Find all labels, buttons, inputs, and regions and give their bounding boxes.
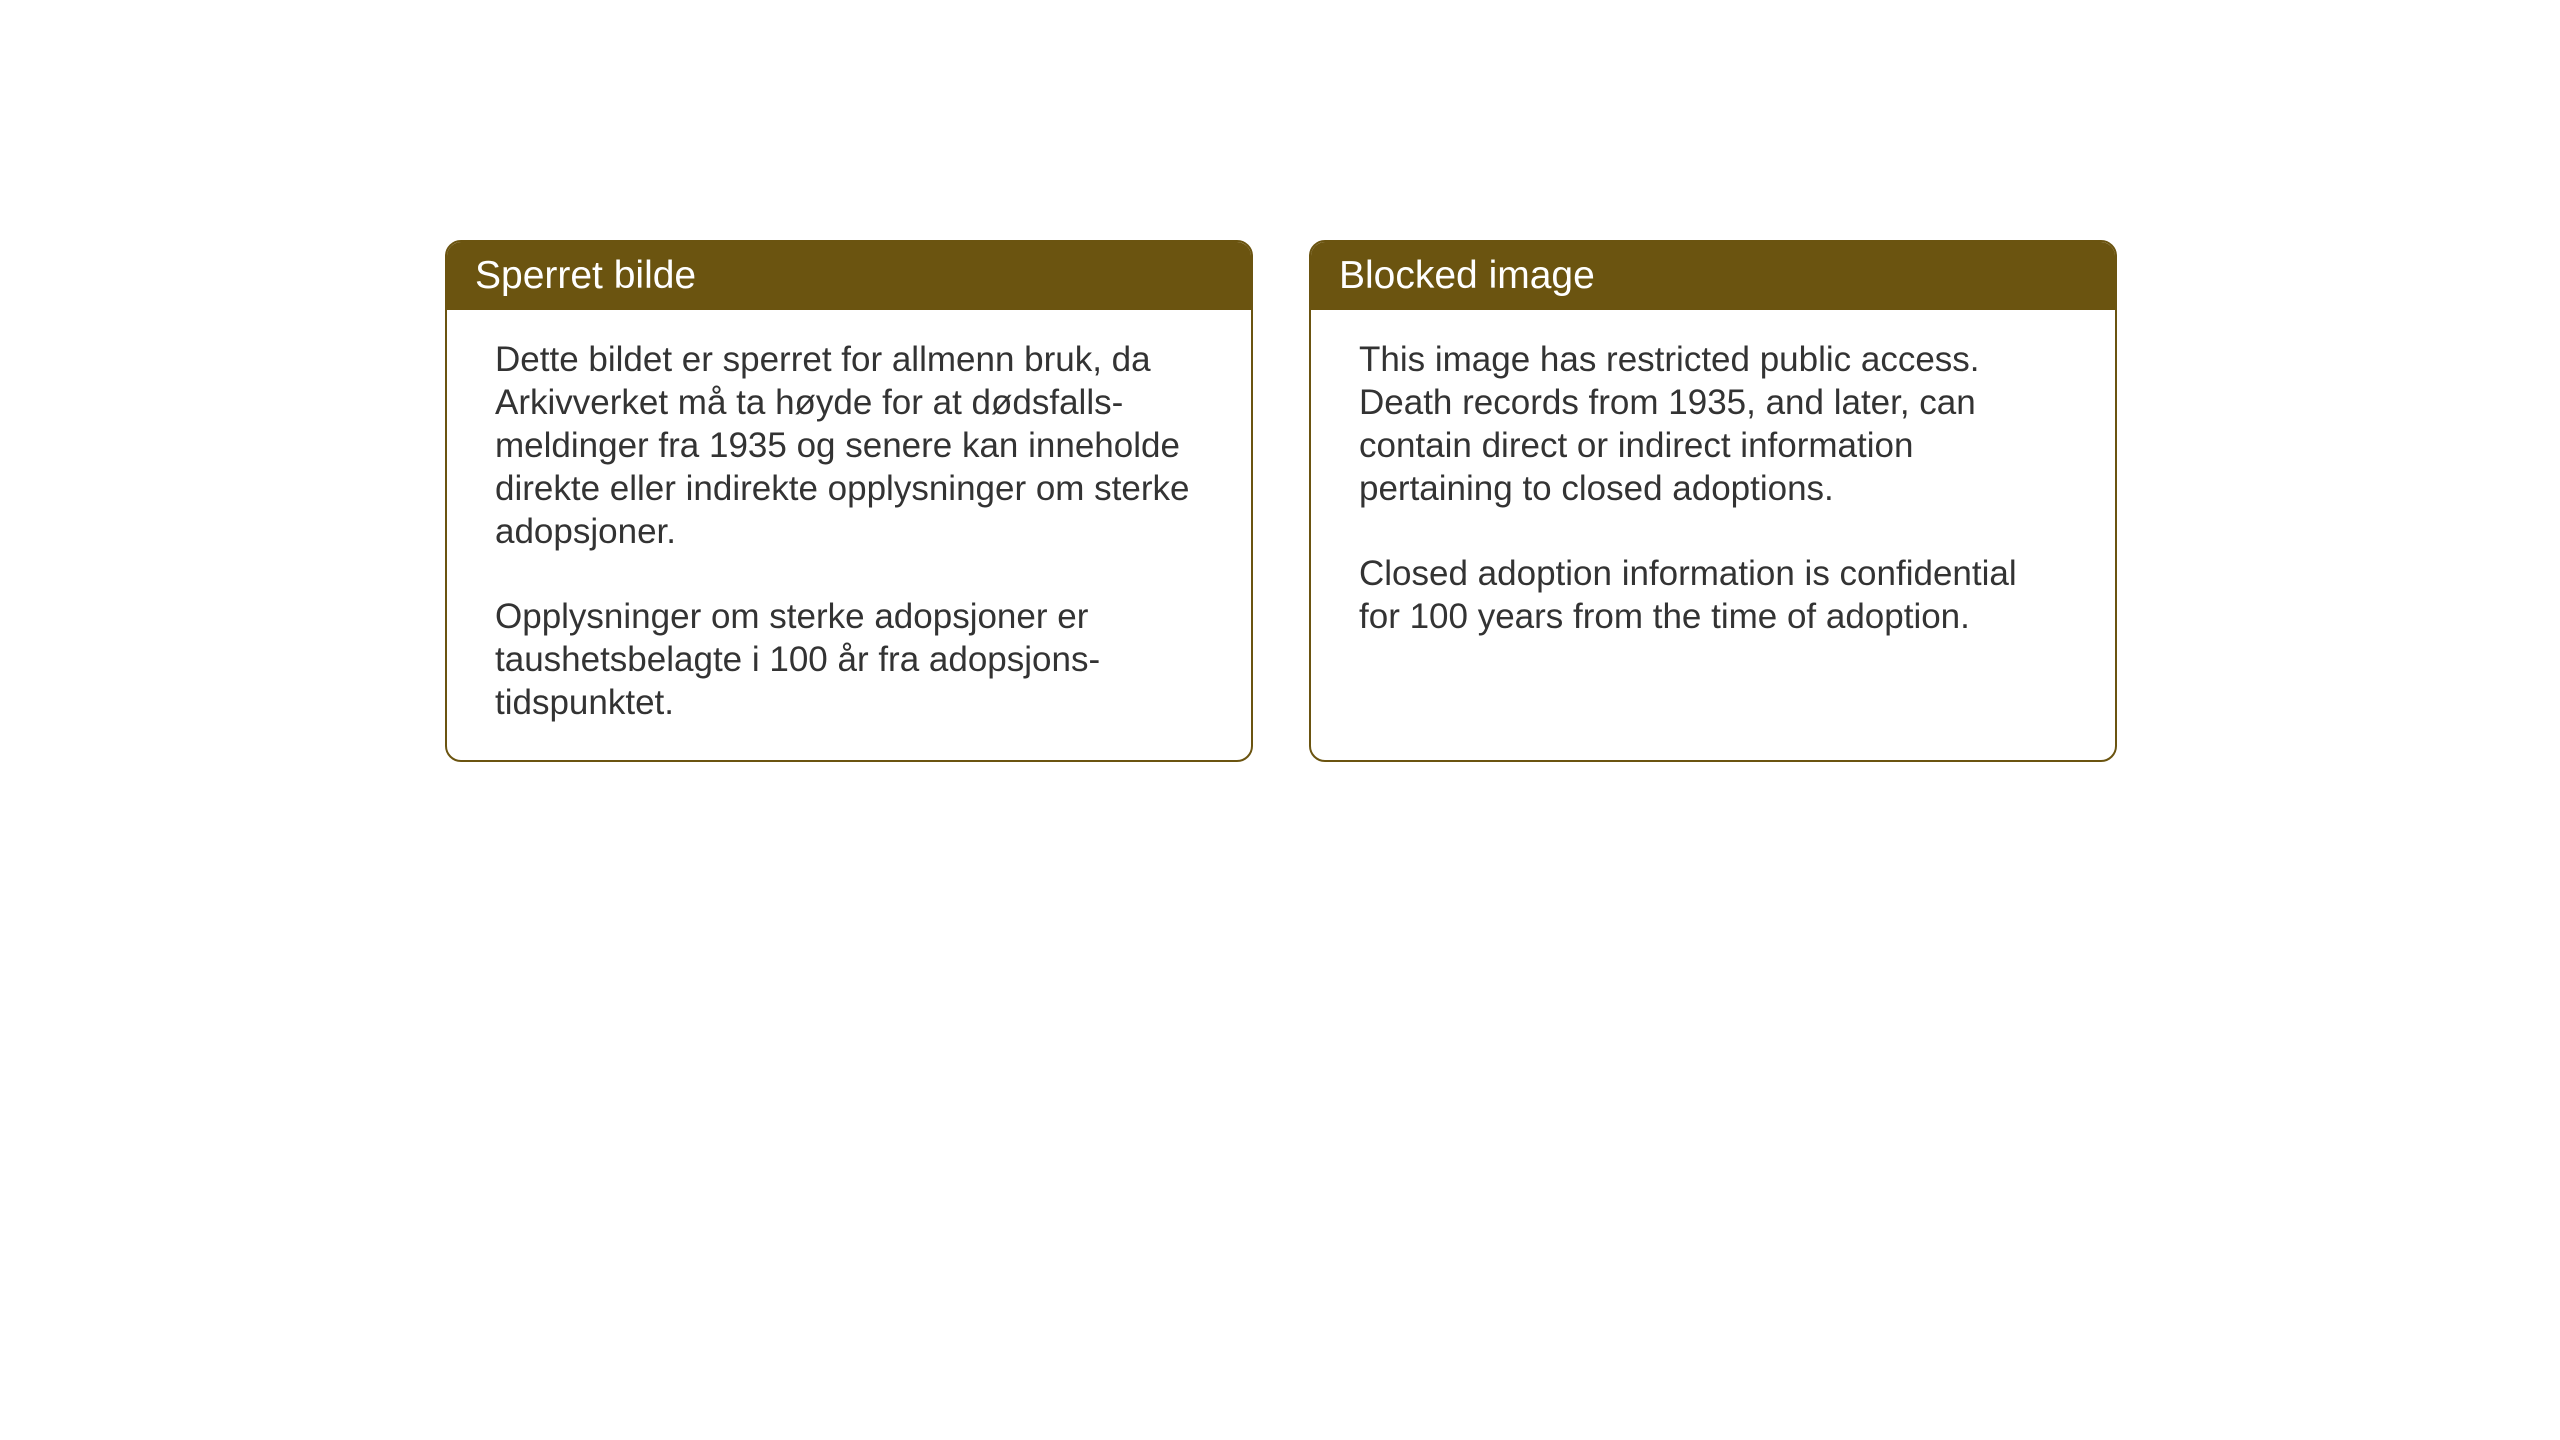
notice-paragraph-1-english: This image has restricted public access.… xyxy=(1359,338,2067,510)
notice-container: Sperret bilde Dette bildet er sperret fo… xyxy=(445,240,2117,762)
notice-body-english: This image has restricted public access.… xyxy=(1311,310,2115,674)
notice-header-norwegian: Sperret bilde xyxy=(447,242,1251,310)
notice-card-english: Blocked image This image has restricted … xyxy=(1309,240,2117,762)
notice-paragraph-2-english: Closed adoption information is confident… xyxy=(1359,552,2067,638)
notice-paragraph-2-norwegian: Opplysninger om sterke adopsjoner er tau… xyxy=(495,595,1203,724)
notice-title-norwegian: Sperret bilde xyxy=(475,254,696,297)
notice-paragraph-1-norwegian: Dette bildet er sperret for allmenn bruk… xyxy=(495,338,1203,553)
notice-card-norwegian: Sperret bilde Dette bildet er sperret fo… xyxy=(445,240,1253,762)
notice-title-english: Blocked image xyxy=(1339,254,1595,297)
notice-body-norwegian: Dette bildet er sperret for allmenn bruk… xyxy=(447,310,1251,760)
notice-header-english: Blocked image xyxy=(1311,242,2115,310)
